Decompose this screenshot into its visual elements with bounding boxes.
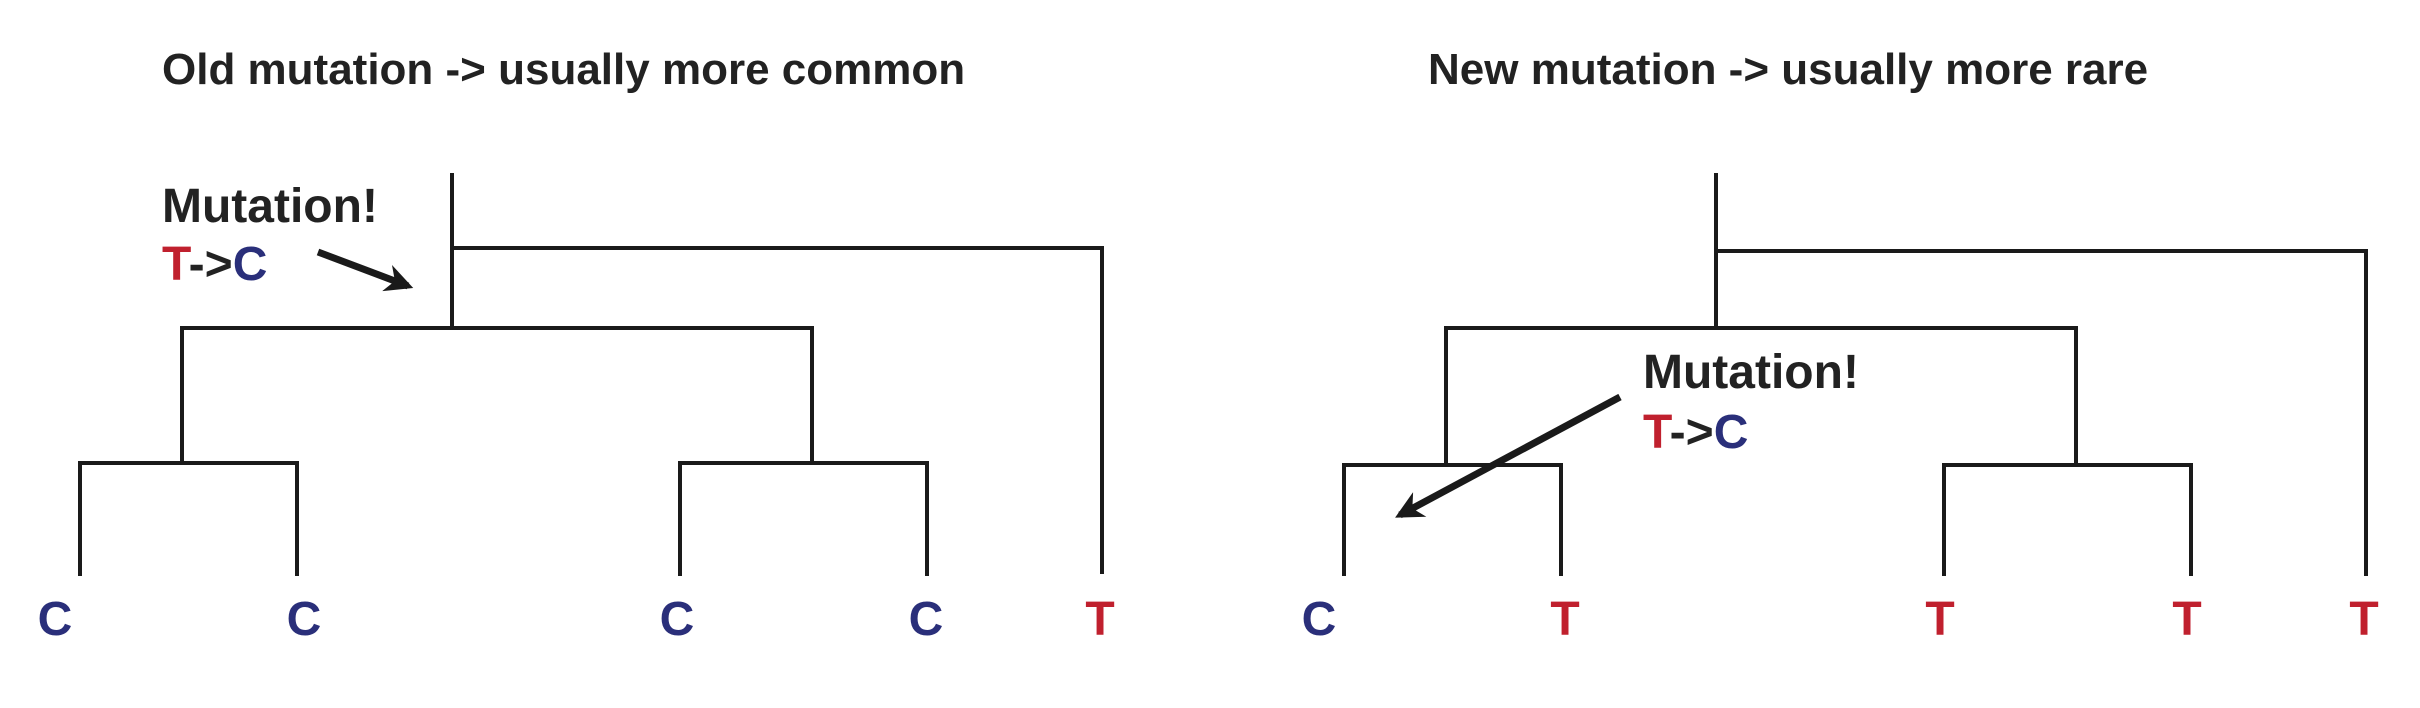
mutation-from: T: [1643, 406, 1672, 459]
tip-label: T: [2172, 593, 2201, 646]
mutation-annotation: Mutation! T->C: [1395, 346, 1859, 519]
right-subclade-branch: [678, 326, 929, 576]
tip-label: C: [660, 593, 695, 646]
mutation-change: T->C: [1643, 406, 1748, 459]
mutation-arrow: [316, 248, 414, 292]
left-subclade-branch: [78, 326, 299, 576]
outgroup-branch: [1714, 249, 2368, 576]
phylogenetic-tree: [78, 173, 1104, 576]
tip-labels: C C C C T: [38, 593, 1115, 646]
tip-label: C: [909, 593, 944, 646]
mutation-arrow-text: ->: [1670, 406, 1714, 459]
tip-label: C: [38, 593, 73, 646]
mutation-arrow-text: ->: [189, 238, 233, 291]
mutation-change: T->C: [162, 238, 267, 291]
mutation-to: C: [1714, 406, 1749, 459]
outgroup-branch: [450, 246, 1104, 574]
mutation-label: Mutation!: [162, 180, 378, 233]
mutation-label: Mutation!: [1643, 346, 1859, 399]
mutation-arrow: [1395, 393, 1622, 519]
tip-label: T: [2349, 593, 2378, 646]
panel-title: New mutation -> usually more rare: [1428, 45, 2148, 94]
tip-label: T: [1550, 593, 1579, 646]
right-subclade-branch: [1942, 326, 2193, 576]
tip-label: T: [1925, 593, 1954, 646]
mutation-from: T: [162, 238, 191, 291]
panel-new-mutation: New mutation -> usually more rare Mutati…: [1302, 45, 2379, 646]
tip-label: T: [1085, 593, 1114, 646]
mutation-to: C: [233, 238, 268, 291]
tip-labels: C T T T T: [1302, 593, 2379, 646]
tip-label: C: [287, 593, 322, 646]
panel-old-mutation: Old mutation -> usually more common Muta…: [38, 45, 1115, 646]
tip-label: C: [1302, 593, 1337, 646]
mutation-annotation: Mutation! T->C: [162, 180, 414, 292]
phylogenetic-tree: [1342, 173, 2368, 576]
left-subclade-branch: [1342, 326, 1563, 576]
panel-title: Old mutation -> usually more common: [162, 45, 965, 94]
